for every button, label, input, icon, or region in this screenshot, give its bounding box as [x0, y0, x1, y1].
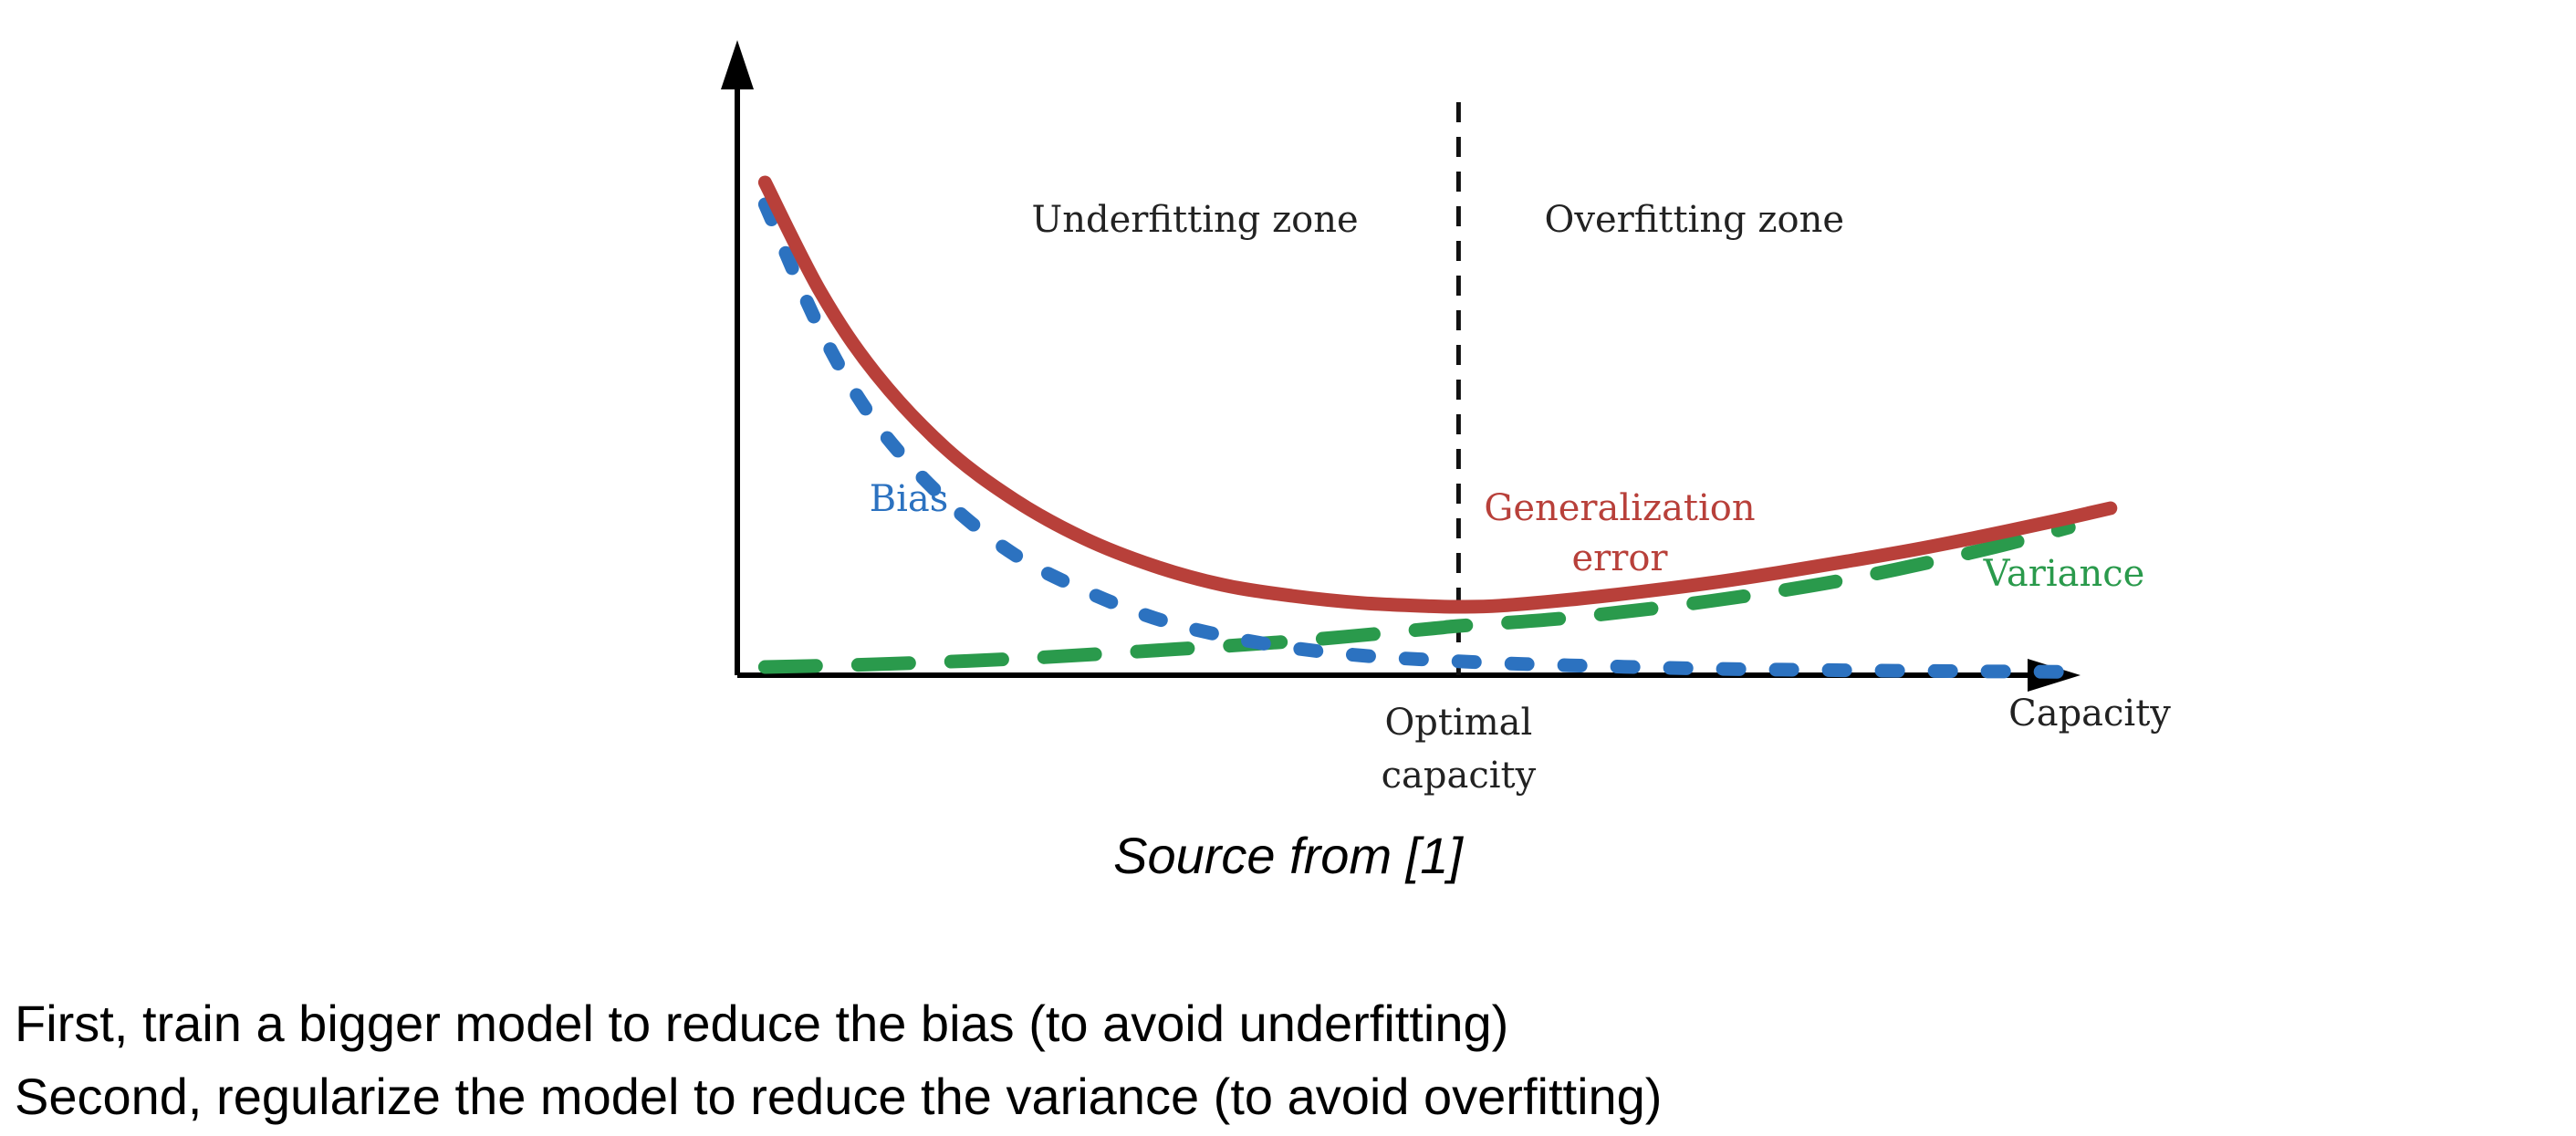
label-layer: Underfitting zone Overfitting zone Capac…: [870, 199, 2172, 797]
bias-curve: [757, 197, 2090, 679]
source-caption: Source from [1]: [1113, 827, 1463, 884]
optimal-capacity-label-line-1: Optimal: [1384, 702, 1532, 744]
bias-series-label: Bias: [870, 478, 949, 520]
generalization-error-label-line-2: error: [1571, 537, 1668, 579]
variance-series-label: Variance: [1983, 553, 2145, 595]
chart-axes: [721, 40, 2081, 692]
x-axis-label: Capacity: [2008, 693, 2171, 735]
underfitting-zone-label: Underfitting zone: [1032, 199, 1359, 241]
variance-curve: [757, 520, 2076, 674]
generalization-error-label-line-1: Generalization: [1484, 487, 1755, 529]
overfitting-zone-label: Overfitting zone: [1545, 199, 1844, 241]
note-line-2: Second, regularize the model to reduce t…: [15, 1068, 1663, 1125]
note-line-1: First, train a bigger model to reduce th…: [15, 995, 1509, 1052]
bias-variance-chart: Underfitting zone Overfitting zone Capac…: [721, 40, 2172, 797]
notes-block: First, train a bigger model to reduce th…: [15, 987, 1662, 1133]
series-layer: [757, 175, 2118, 679]
y-axis-arrowhead: [721, 40, 754, 89]
generalization-error-curve: [757, 175, 2118, 614]
optimal-capacity-label-line-2: capacity: [1382, 755, 1537, 797]
